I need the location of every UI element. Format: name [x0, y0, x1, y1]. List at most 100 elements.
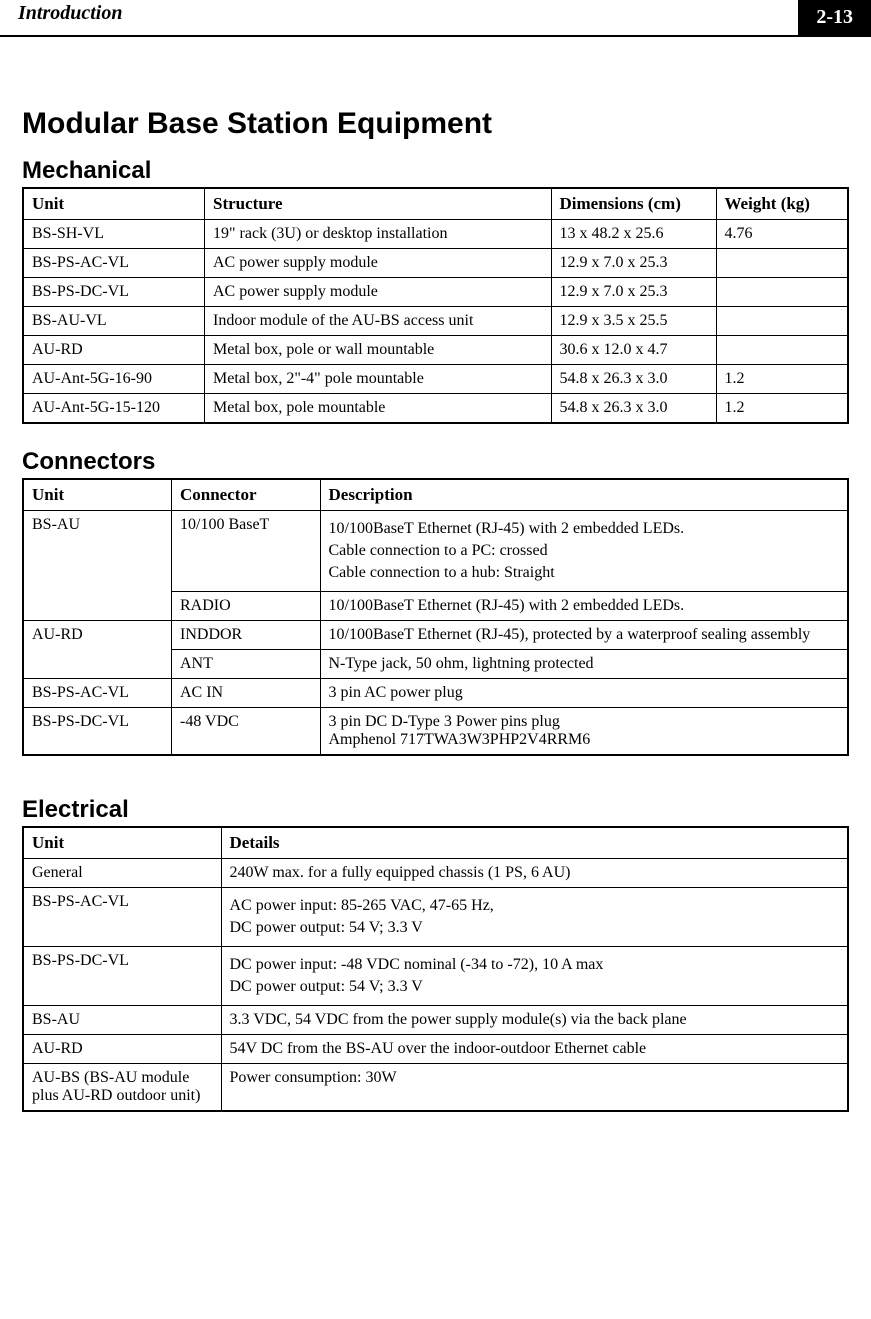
- cell-details: Power consumption: 30W: [221, 1064, 848, 1112]
- desc-line: Amphenol 717TWA3W3PHP2V4RRM6: [329, 731, 840, 749]
- page-body: Modular Base Station Equipment Mechanica…: [0, 37, 871, 1166]
- col-unit: Unit: [23, 479, 172, 511]
- table-row: BS-PS-DC-VLAC power supply module12.9 x …: [23, 278, 848, 307]
- desc-line: DC power input: -48 VDC nominal (-34 to …: [230, 956, 840, 974]
- table-row: AU-BS (BS-AU module plus AU-RD outdoor u…: [23, 1064, 848, 1112]
- electrical-table: Unit Details General 240W max. for a ful…: [22, 826, 849, 1112]
- cell-description: 10/100BaseT Ethernet (RJ-45) with 2 embe…: [320, 511, 848, 592]
- desc-line: AC power input: 85-265 VAC, 47-65 Hz,: [230, 897, 840, 915]
- cell: Metal box, 2"-4" pole mountable: [205, 365, 552, 394]
- table-row: AU-Ant-5G-16-90Metal box, 2"-4" pole mou…: [23, 365, 848, 394]
- table-header-row: Unit Details: [23, 827, 848, 859]
- cell: BS-PS-AC-VL: [23, 249, 205, 278]
- connectors-heading: Connectors: [22, 448, 849, 476]
- page-number-badge: 2-13: [798, 0, 871, 35]
- table-header-row: Unit Connector Description: [23, 479, 848, 511]
- page-title: Modular Base Station Equipment: [22, 107, 849, 141]
- cell-unit: AU-BS (BS-AU module plus AU-RD outdoor u…: [23, 1064, 221, 1112]
- cell: AU-Ant-5G-15-120: [23, 394, 205, 424]
- cell-description: N-Type jack, 50 ohm, lightning protected: [320, 650, 848, 679]
- cell-description: 10/100BaseT Ethernet (RJ-45) with 2 embe…: [320, 592, 848, 621]
- cell: [716, 278, 848, 307]
- table-row: BS-AU 3.3 VDC, 54 VDC from the power sup…: [23, 1006, 848, 1035]
- desc-line: DC power output: 54 V; 3.3 V: [230, 978, 840, 996]
- cell: 12.9 x 7.0 x 25.3: [551, 249, 716, 278]
- cell-unit: AU-RD: [23, 1035, 221, 1064]
- electrical-heading: Electrical: [22, 796, 849, 824]
- desc-line: 3 pin DC D-Type 3 Power pins plug: [329, 713, 840, 731]
- desc-line: Cable connection to a hub: Straight: [329, 564, 840, 582]
- cell: AC power supply module: [205, 278, 552, 307]
- cell: AU-Ant-5G-16-90: [23, 365, 205, 394]
- page-header: Introduction 2-13: [0, 0, 871, 37]
- cell-details: 3.3 VDC, 54 VDC from the power supply mo…: [221, 1006, 848, 1035]
- cell: BS-PS-DC-VL: [23, 278, 205, 307]
- cell: 4.76: [716, 220, 848, 249]
- mechanical-table: Unit Structure Dimensions (cm) Weight (k…: [22, 187, 849, 424]
- cell-connector: 10/100 BaseT: [172, 511, 321, 592]
- cell-connector: INDDOR: [172, 621, 321, 650]
- col-unit: Unit: [23, 188, 205, 220]
- cell-connector: -48 VDC: [172, 708, 321, 756]
- cell-details: 240W max. for a fully equipped chassis (…: [221, 859, 848, 888]
- cell: 12.9 x 3.5 x 25.5: [551, 307, 716, 336]
- table-row: BS-PS-AC-VLAC power supply module12.9 x …: [23, 249, 848, 278]
- table-row: BS-PS-DC-VL -48 VDC 3 pin DC D-Type 3 Po…: [23, 708, 848, 756]
- mechanical-heading: Mechanical: [22, 157, 849, 185]
- cell: 12.9 x 7.0 x 25.3: [551, 278, 716, 307]
- cell-details: 54V DC from the BS-AU over the indoor-ou…: [221, 1035, 848, 1064]
- cell-unit: BS-PS-DC-VL: [23, 708, 172, 756]
- cell-unit: BS-PS-AC-VL: [23, 888, 221, 947]
- cell-unit: BS-PS-DC-VL: [23, 947, 221, 1006]
- table-header-row: Unit Structure Dimensions (cm) Weight (k…: [23, 188, 848, 220]
- cell-description: 3 pin DC D-Type 3 Power pins plug Amphen…: [320, 708, 848, 756]
- col-unit: Unit: [23, 827, 221, 859]
- col-connector: Connector: [172, 479, 321, 511]
- cell: Indoor module of the AU-BS access unit: [205, 307, 552, 336]
- col-structure: Structure: [205, 188, 552, 220]
- table-row: BS-PS-DC-VL DC power input: -48 VDC nomi…: [23, 947, 848, 1006]
- table-row: BS-SH-VL19" rack (3U) or desktop install…: [23, 220, 848, 249]
- cell-details: AC power input: 85-265 VAC, 47-65 Hz, DC…: [221, 888, 848, 947]
- connectors-table: Unit Connector Description BS-AU 10/100 …: [22, 478, 849, 756]
- table-row: BS-AU 10/100 BaseT 10/100BaseT Ethernet …: [23, 511, 848, 592]
- cell-unit: BS-AU: [23, 511, 172, 621]
- cell: 19" rack (3U) or desktop installation: [205, 220, 552, 249]
- cell: BS-AU-VL: [23, 307, 205, 336]
- cell: [716, 336, 848, 365]
- cell-unit: BS-AU: [23, 1006, 221, 1035]
- cell-connector: ANT: [172, 650, 321, 679]
- table-row: General 240W max. for a fully equipped c…: [23, 859, 848, 888]
- cell-unit: General: [23, 859, 221, 888]
- table-row: AU-Ant-5G-15-120Metal box, pole mountabl…: [23, 394, 848, 424]
- table-row: AU-RD 54V DC from the BS-AU over the ind…: [23, 1035, 848, 1064]
- cell-details: DC power input: -48 VDC nominal (-34 to …: [221, 947, 848, 1006]
- table-row: BS-PS-AC-VL AC power input: 85-265 VAC, …: [23, 888, 848, 947]
- cell-connector: AC IN: [172, 679, 321, 708]
- cell: 13 x 48.2 x 25.6: [551, 220, 716, 249]
- cell: 30.6 x 12.0 x 4.7: [551, 336, 716, 365]
- col-dimensions: Dimensions (cm): [551, 188, 716, 220]
- col-details: Details: [221, 827, 848, 859]
- cell: 54.8 x 26.3 x 3.0: [551, 365, 716, 394]
- cell-unit: AU-RD: [23, 621, 172, 679]
- header-chapter-title: Introduction: [0, 0, 798, 35]
- cell-description: 3 pin AC power plug: [320, 679, 848, 708]
- cell: 54.8 x 26.3 x 3.0: [551, 394, 716, 424]
- cell: BS-SH-VL: [23, 220, 205, 249]
- table-row: BS-PS-AC-VL AC IN 3 pin AC power plug: [23, 679, 848, 708]
- col-description: Description: [320, 479, 848, 511]
- cell-connector: RADIO: [172, 592, 321, 621]
- cell: 1.2: [716, 394, 848, 424]
- cell-description: 10/100BaseT Ethernet (RJ-45), protected …: [320, 621, 848, 650]
- cell: [716, 307, 848, 336]
- desc-line: Cable connection to a PC: crossed: [329, 542, 840, 560]
- cell: [716, 249, 848, 278]
- cell: AC power supply module: [205, 249, 552, 278]
- cell: AU-RD: [23, 336, 205, 365]
- desc-line: DC power output: 54 V; 3.3 V: [230, 919, 840, 937]
- desc-line: 10/100BaseT Ethernet (RJ-45) with 2 embe…: [329, 520, 840, 538]
- cell-unit: BS-PS-AC-VL: [23, 679, 172, 708]
- table-row: BS-AU-VLIndoor module of the AU-BS acces…: [23, 307, 848, 336]
- table-row: AU-RD INDDOR 10/100BaseT Ethernet (RJ-45…: [23, 621, 848, 650]
